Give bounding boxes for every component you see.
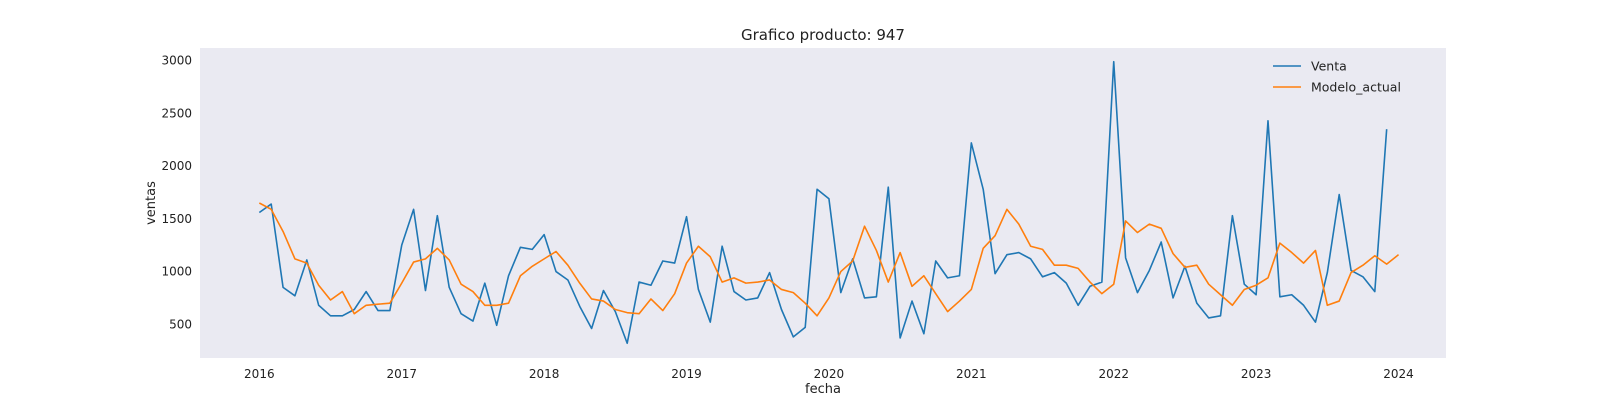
x-axis-label: fecha	[805, 382, 841, 397]
x-axis-ticks: 2016 2017 2018 2019 2020 2021 2022 2023 2024	[244, 367, 1414, 381]
series-line-venta	[258, 60, 1388, 345]
y-axis-ticks: 500 1000 1500 2000 2500 3000	[161, 54, 192, 332]
legend: Venta Modelo_actual	[1273, 59, 1401, 95]
x-tick-label: 2016	[244, 367, 275, 381]
legend-label: Venta	[1311, 59, 1347, 74]
y-tick-label: 3000	[161, 54, 192, 68]
y-tick-label: 2000	[161, 159, 192, 173]
y-tick-label: 1500	[161, 212, 192, 226]
x-tick-label: 2021	[956, 367, 987, 381]
series-line-modelo-actual	[258, 202, 1400, 317]
x-tick-label: 2019	[671, 367, 702, 381]
legend-label: Modelo_actual	[1311, 80, 1401, 95]
series-layer	[258, 60, 1400, 345]
y-axis-label: ventas	[144, 181, 159, 225]
y-tick-label: 2500	[161, 106, 192, 120]
plot-background	[200, 48, 1446, 358]
y-tick-label: 500	[169, 317, 192, 331]
chart-title: Grafico producto: 947	[741, 26, 905, 44]
x-tick-label: 2022	[1098, 367, 1129, 381]
x-tick-label: 2023	[1241, 367, 1272, 381]
y-tick-label: 1000	[161, 265, 192, 279]
x-tick-label: 2024	[1383, 367, 1414, 381]
x-tick-label: 2017	[386, 367, 417, 381]
x-tick-label: 2020	[814, 367, 845, 381]
x-tick-label: 2018	[529, 367, 560, 381]
